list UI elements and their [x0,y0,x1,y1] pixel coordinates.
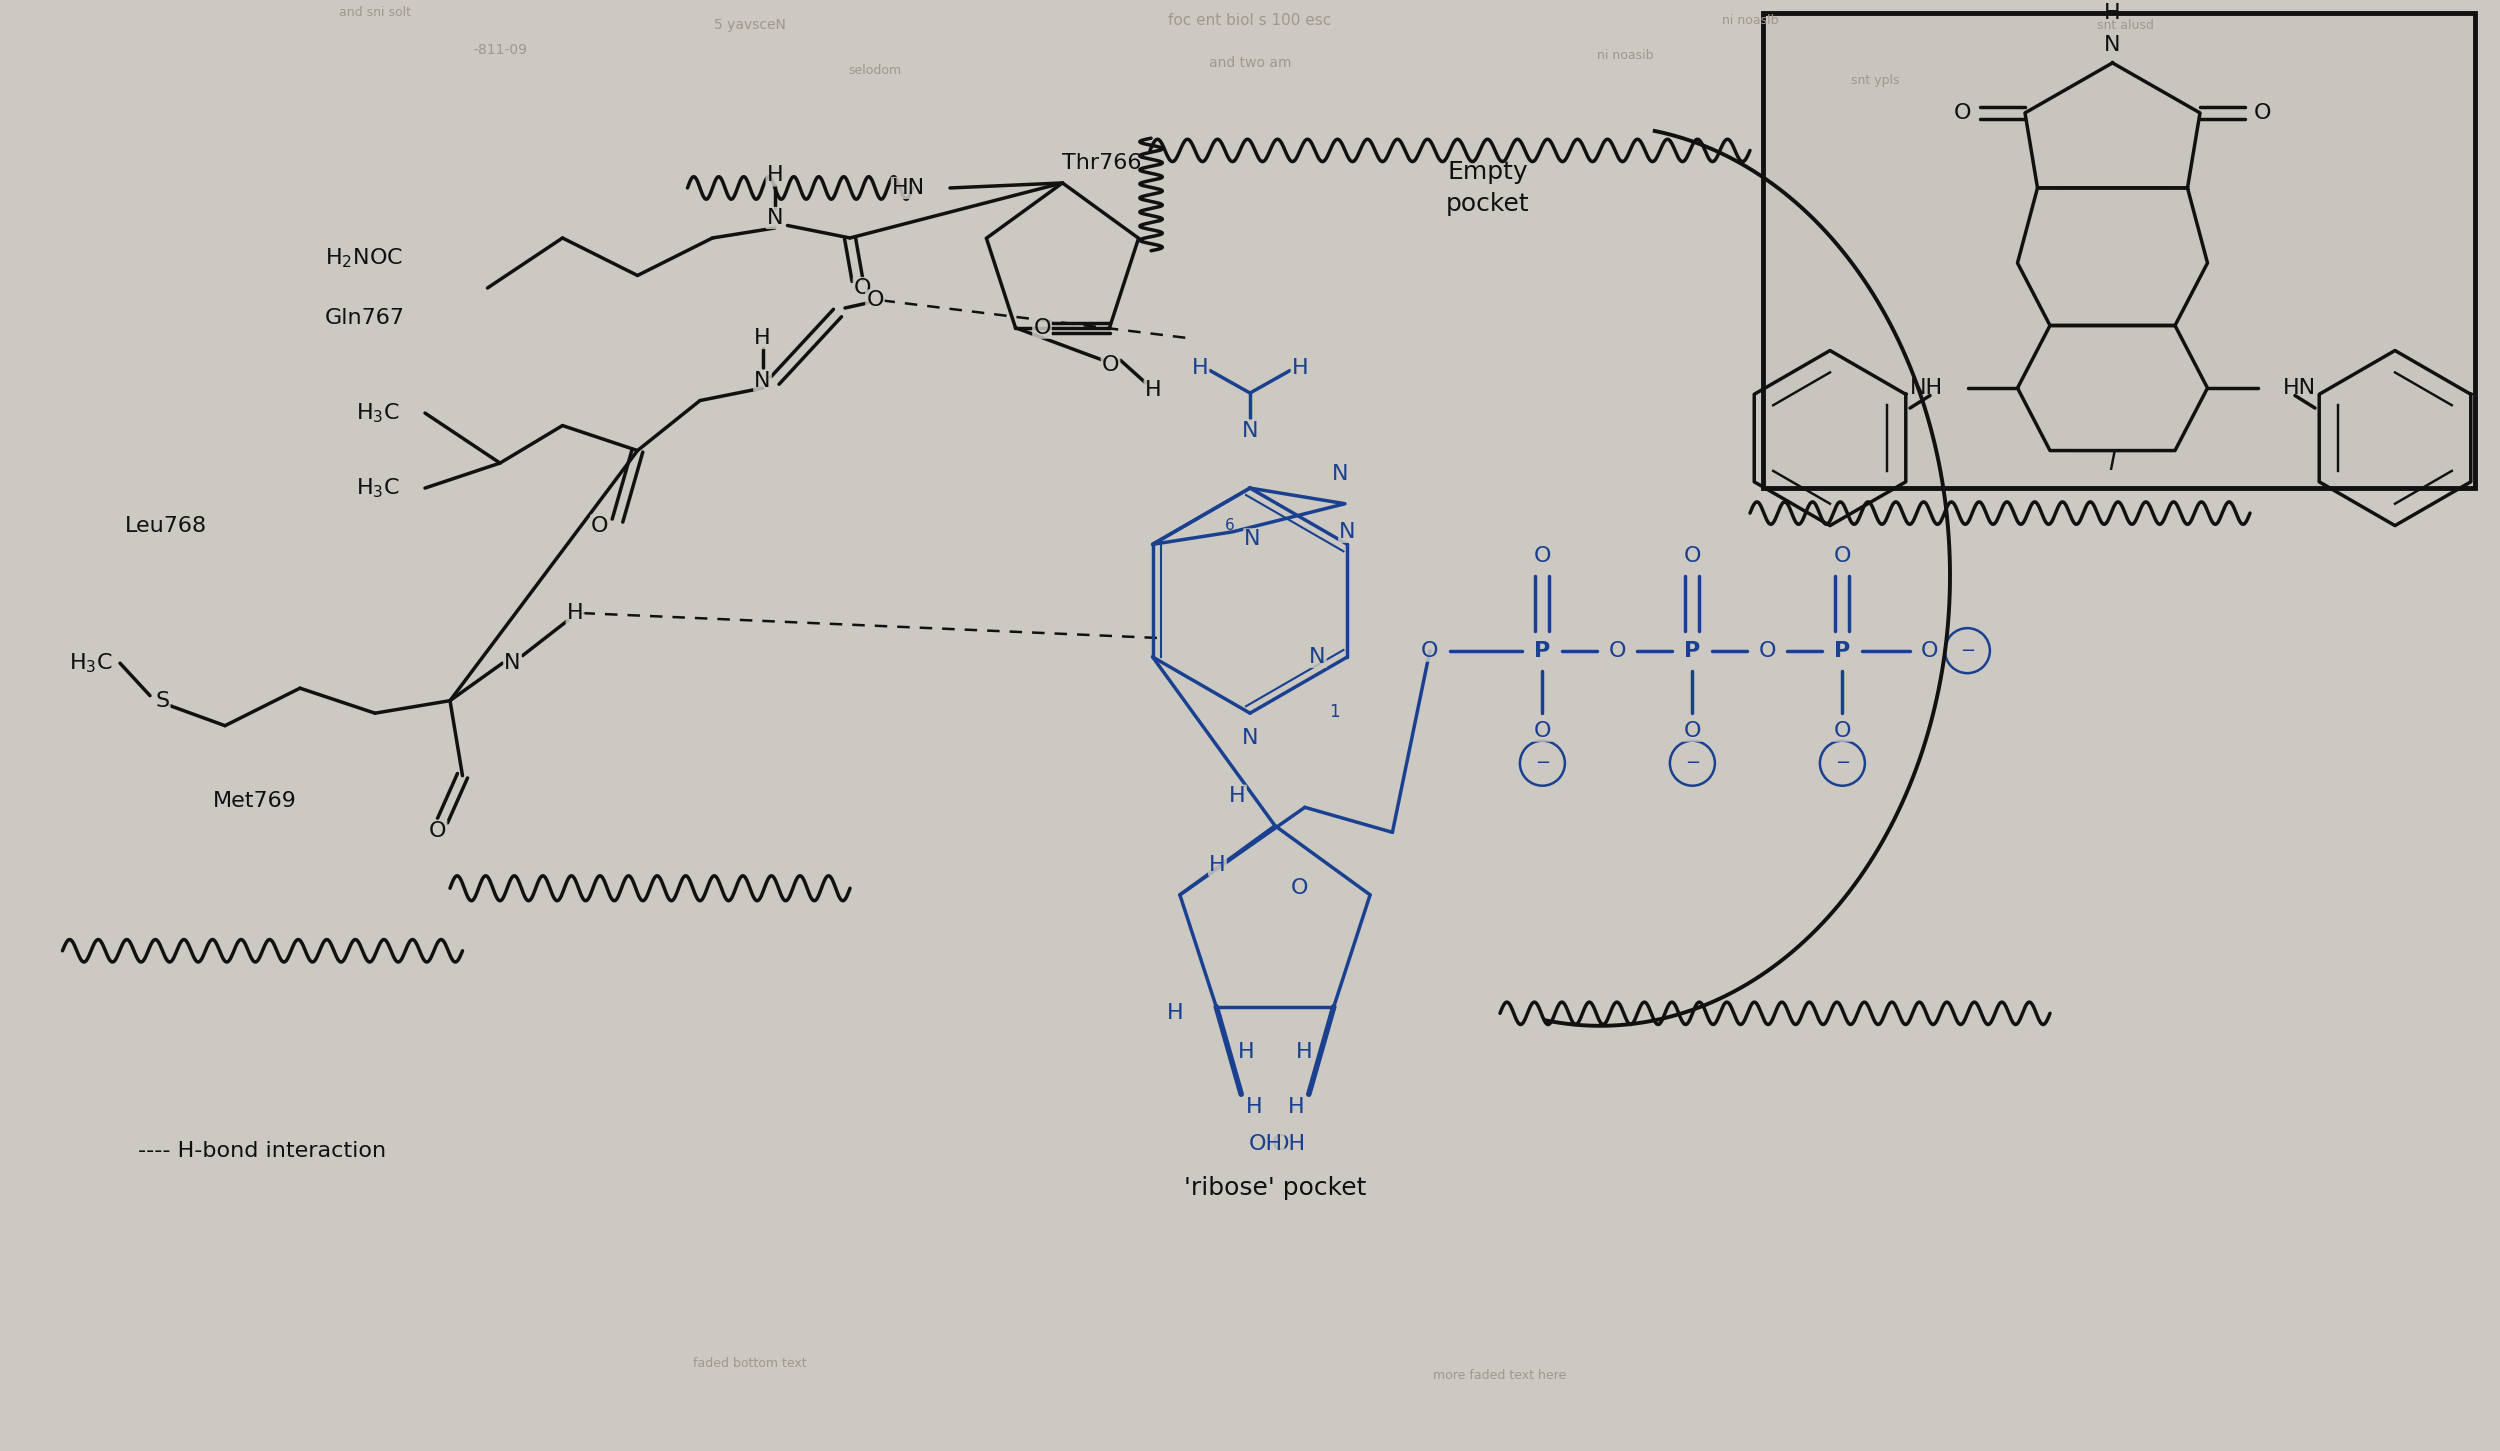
Text: Met769: Met769 [213,791,298,811]
Text: O: O [1832,721,1850,740]
Text: 1: 1 [1330,702,1340,721]
Text: snt alusd: snt alusd [2098,19,2152,32]
Text: H: H [1245,1097,1262,1117]
Text: N: N [1310,647,1325,667]
Text: H: H [1295,1042,1312,1062]
Text: O: O [1032,318,1050,338]
Text: -811-09: -811-09 [472,44,528,58]
Text: HN: HN [2282,379,2315,398]
Text: S: S [155,691,170,711]
Text: ni noasib: ni noasib [1598,49,1652,62]
Text: N: N [1332,464,1348,483]
Text: ---- H-bond interaction: ---- H-bond interaction [138,1140,385,1161]
Text: and two am: and two am [1210,57,1292,70]
Text: N: N [1242,421,1258,441]
Text: I: I [2110,451,2115,474]
Text: −: − [1535,755,1550,772]
Text: Gln767: Gln767 [325,308,405,328]
Text: H: H [755,328,770,348]
Text: H: H [1192,358,1208,379]
Text: O: O [2255,103,2272,123]
Text: H$_3$C: H$_3$C [355,476,400,501]
Text: more faded text here: more faded text here [1432,1370,1568,1383]
Text: O: O [1292,878,1310,898]
Text: and sni solt: and sni solt [340,6,410,19]
Text: O: O [867,290,885,311]
Text: N: N [2105,35,2120,55]
Text: H: H [1238,1042,1255,1062]
Text: H: H [568,604,582,622]
Text: O: O [1532,546,1550,566]
Text: P: P [1685,641,1700,660]
Text: H: H [2105,3,2120,23]
Text: O: O [1420,641,1437,660]
Text: 5 yavsceN: 5 yavsceN [715,19,785,32]
FancyBboxPatch shape [1762,13,2475,488]
Text: O: O [592,515,610,535]
Text: selodom: selodom [848,64,902,77]
Text: H$_2$NOC: H$_2$NOC [325,247,402,270]
Text: H: H [1145,380,1162,400]
Text: H$_3$C: H$_3$C [355,402,400,425]
Text: O: O [1682,546,1700,566]
Text: N: N [755,370,770,390]
Text: foc ent biol s 100 esc: foc ent biol s 100 esc [1168,13,1332,28]
Text: P: P [1835,641,1850,660]
Text: 'ribose' pocket: 'ribose' pocket [1185,1177,1365,1200]
Text: H$_3$C: H$_3$C [68,651,112,675]
Text: −: − [1685,755,1700,772]
Text: Empty
pocket: Empty pocket [1445,160,1530,216]
Text: H: H [1230,785,1245,805]
Text: H: H [768,165,782,186]
Text: O: O [1532,721,1550,740]
Text: H: H [1288,1097,1305,1117]
Text: H: H [1292,358,1308,379]
Text: 6: 6 [1225,518,1235,533]
Text: HN: HN [892,178,925,197]
Text: O: O [1832,546,1850,566]
Text: O: O [1102,355,1120,376]
Text: O: O [1955,103,1972,123]
Text: snt ypls: snt ypls [1850,74,1900,87]
Text: H: H [1168,1003,1182,1023]
Text: N: N [1242,728,1258,749]
Text: −: − [1835,755,1850,772]
Text: −: − [1960,641,1975,660]
Text: N: N [505,653,520,673]
Text: H: H [1210,855,1225,875]
Text: OH: OH [1272,1135,1305,1154]
Text: P: P [1535,641,1550,660]
Text: O: O [1682,721,1700,740]
Text: N: N [1245,530,1260,550]
Text: faded bottom text: faded bottom text [693,1357,808,1370]
Text: Thr766: Thr766 [1062,152,1142,173]
Text: ni noaslb: ni noaslb [1722,15,1777,28]
Text: O: O [1758,641,1775,660]
Text: N: N [768,207,782,228]
Text: NH: NH [1910,379,1942,398]
Text: O: O [1920,641,1938,660]
Text: N: N [1340,522,1355,541]
Text: Leu768: Leu768 [125,515,208,535]
Text: OH: OH [1250,1135,1282,1154]
Text: O: O [855,279,872,297]
Text: O: O [430,821,447,840]
Text: O: O [1608,641,1625,660]
